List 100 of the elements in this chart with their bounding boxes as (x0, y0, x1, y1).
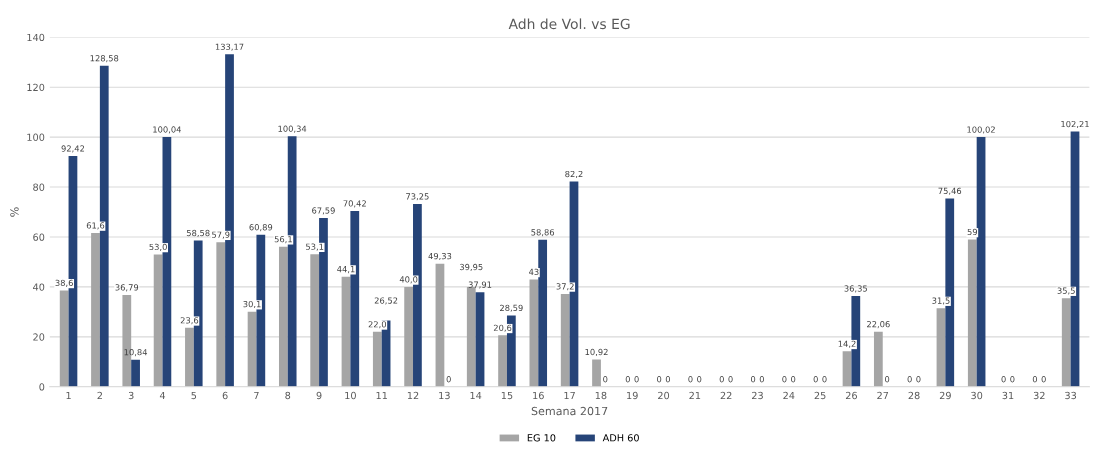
data-label: 0 (759, 376, 764, 383)
x-tick-label: 19 (627, 391, 638, 400)
data-label: 128,58 (90, 55, 119, 63)
data-label: 0 (728, 376, 733, 383)
data-label: 0 (791, 376, 796, 383)
data-label: 22,0 (368, 321, 387, 329)
y-axis-title: % (10, 207, 19, 217)
data-label: 0 (885, 376, 890, 383)
data-label: 31,5 (932, 297, 950, 305)
bar (91, 233, 100, 387)
bar (560, 293, 570, 387)
data-label: 133,17 (215, 43, 244, 51)
y-tick-label: 60 (33, 233, 45, 241)
data-label: 61,6 (86, 222, 105, 230)
data-label: 70,42 (343, 200, 366, 208)
data-label: 39,95 (459, 263, 483, 272)
data-label: 58,58 (186, 229, 210, 237)
data-label: 0 (813, 376, 818, 383)
data-label: 58,86 (531, 229, 555, 237)
data-label: 30,1 (243, 300, 261, 309)
x-tick-label: 33 (1065, 391, 1077, 400)
data-label: 0 (603, 376, 608, 383)
data-label: 26,52 (374, 297, 398, 305)
y-tick-label: 20 (33, 333, 45, 341)
data-label: 0 (634, 376, 639, 383)
x-tick-label: 8 (285, 391, 291, 400)
bar (247, 311, 257, 387)
legend-label: ADH 60 (602, 434, 639, 442)
bar (498, 335, 507, 387)
data-label: 0 (1032, 376, 1038, 383)
data-label: 36,79 (115, 284, 139, 292)
bar (404, 286, 414, 387)
data-label: 60,89 (249, 224, 273, 232)
data-label: 57,9 (212, 231, 230, 239)
data-label: 82,2 (565, 170, 583, 179)
data-label: 43 (529, 268, 539, 276)
x-tick-label: 5 (191, 391, 197, 400)
data-label: 10,92 (585, 348, 608, 356)
data-label: 10,84 (124, 349, 148, 357)
data-label: 100,04 (153, 126, 181, 134)
data-label: 53,0 (149, 243, 167, 251)
data-label: 56,1 (274, 236, 292, 244)
x-tick-label: 16 (533, 391, 544, 400)
x-tick-label: 17 (564, 391, 575, 400)
bar (936, 308, 946, 387)
bar (538, 239, 548, 387)
y-tick-label: 0 (39, 383, 45, 391)
bar (466, 287, 476, 387)
data-label: 0 (782, 376, 787, 383)
data-label: 0 (916, 376, 921, 383)
data-label: 20,6 (493, 324, 512, 332)
data-label: 49,33 (428, 252, 452, 261)
data-label: 92,42 (61, 145, 85, 153)
y-tick-label: 100 (27, 133, 45, 141)
x-tick-label: 21 (689, 391, 701, 400)
x-tick-label: 32 (1033, 391, 1045, 400)
data-label: 73,25 (406, 193, 429, 201)
x-tick-label: 24 (783, 391, 795, 400)
y-tick-label: 40 (33, 283, 45, 291)
bar (435, 263, 445, 387)
bar (216, 242, 226, 387)
bar (873, 331, 883, 387)
data-label: 0 (719, 376, 724, 383)
bar (131, 359, 140, 387)
bar (1061, 298, 1071, 387)
data-label: 0 (697, 376, 702, 383)
bar (59, 290, 69, 387)
x-tick-label: 15 (501, 391, 513, 400)
data-label: 0 (1001, 376, 1006, 383)
data-label: 67,59 (312, 207, 335, 215)
chart-title: Adh de Vol. vs EG (508, 18, 630, 30)
data-label: 14,2 (838, 340, 856, 348)
data-label: 0 (688, 376, 693, 383)
x-tick-label: 25 (814, 391, 826, 400)
data-label: 22,06 (867, 321, 890, 329)
data-label: 38,6 (55, 279, 73, 287)
data-label: 0 (625, 376, 630, 383)
x-tick-label: 7 (254, 391, 259, 400)
x-tick-label: 12 (407, 391, 419, 400)
data-label: 0 (665, 376, 671, 383)
y-tick-label: 140 (27, 33, 45, 42)
data-label: 40,0 (399, 276, 418, 284)
data-label: 59 (967, 228, 978, 236)
data-label: 23,6 (180, 317, 199, 325)
data-label: 36,35 (844, 285, 867, 293)
bar (475, 292, 485, 387)
data-label: 0 (1010, 376, 1015, 383)
bar (278, 246, 288, 387)
data-label: 0 (822, 376, 827, 383)
data-label: 100,34 (278, 125, 307, 133)
x-axis-title: Semana 2017 (531, 406, 608, 416)
x-tick-label: 11 (376, 391, 387, 400)
x-tick-label: 23 (752, 391, 763, 400)
data-label: 100,02 (967, 126, 995, 134)
x-tick-label: 10 (345, 391, 356, 400)
data-label: 35,5 (1057, 287, 1075, 295)
data-label: 53,1 (306, 243, 324, 251)
bar (842, 351, 852, 387)
x-tick-label: 28 (908, 391, 920, 400)
data-label: 0 (750, 376, 756, 383)
